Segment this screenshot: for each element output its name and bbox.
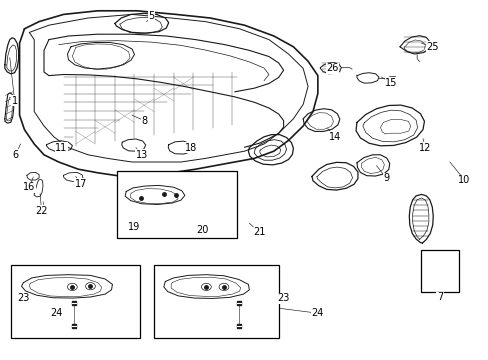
- Text: 1: 1: [12, 96, 18, 106]
- Text: 10: 10: [457, 175, 470, 185]
- Text: 24: 24: [311, 308, 324, 318]
- Text: 18: 18: [184, 143, 197, 153]
- Bar: [11, 265, 140, 338]
- Text: 9: 9: [383, 173, 388, 183]
- Bar: [154, 265, 278, 338]
- Text: 26: 26: [325, 63, 338, 73]
- Circle shape: [219, 283, 228, 291]
- Text: 15: 15: [384, 78, 397, 88]
- Text: 8: 8: [141, 116, 147, 126]
- Text: 25: 25: [426, 42, 438, 52]
- Text: 7: 7: [436, 292, 442, 302]
- Text: 13: 13: [135, 150, 148, 160]
- Text: 24: 24: [50, 308, 62, 318]
- Bar: [420, 250, 458, 292]
- Text: 23: 23: [277, 293, 289, 303]
- Circle shape: [85, 283, 95, 290]
- Text: 20: 20: [196, 225, 209, 235]
- Text: 6: 6: [13, 150, 19, 160]
- Text: 12: 12: [418, 143, 431, 153]
- Circle shape: [201, 283, 211, 291]
- Bar: [117, 171, 237, 238]
- Text: 22: 22: [35, 206, 48, 216]
- Text: 5: 5: [148, 11, 154, 21]
- Text: 23: 23: [17, 293, 30, 303]
- Text: 21: 21: [252, 227, 265, 237]
- Text: 16: 16: [23, 182, 36, 192]
- Circle shape: [67, 283, 77, 291]
- Text: 19: 19: [128, 222, 141, 232]
- Text: 17: 17: [74, 179, 87, 189]
- Text: 11: 11: [55, 143, 67, 153]
- Text: 14: 14: [328, 132, 341, 142]
